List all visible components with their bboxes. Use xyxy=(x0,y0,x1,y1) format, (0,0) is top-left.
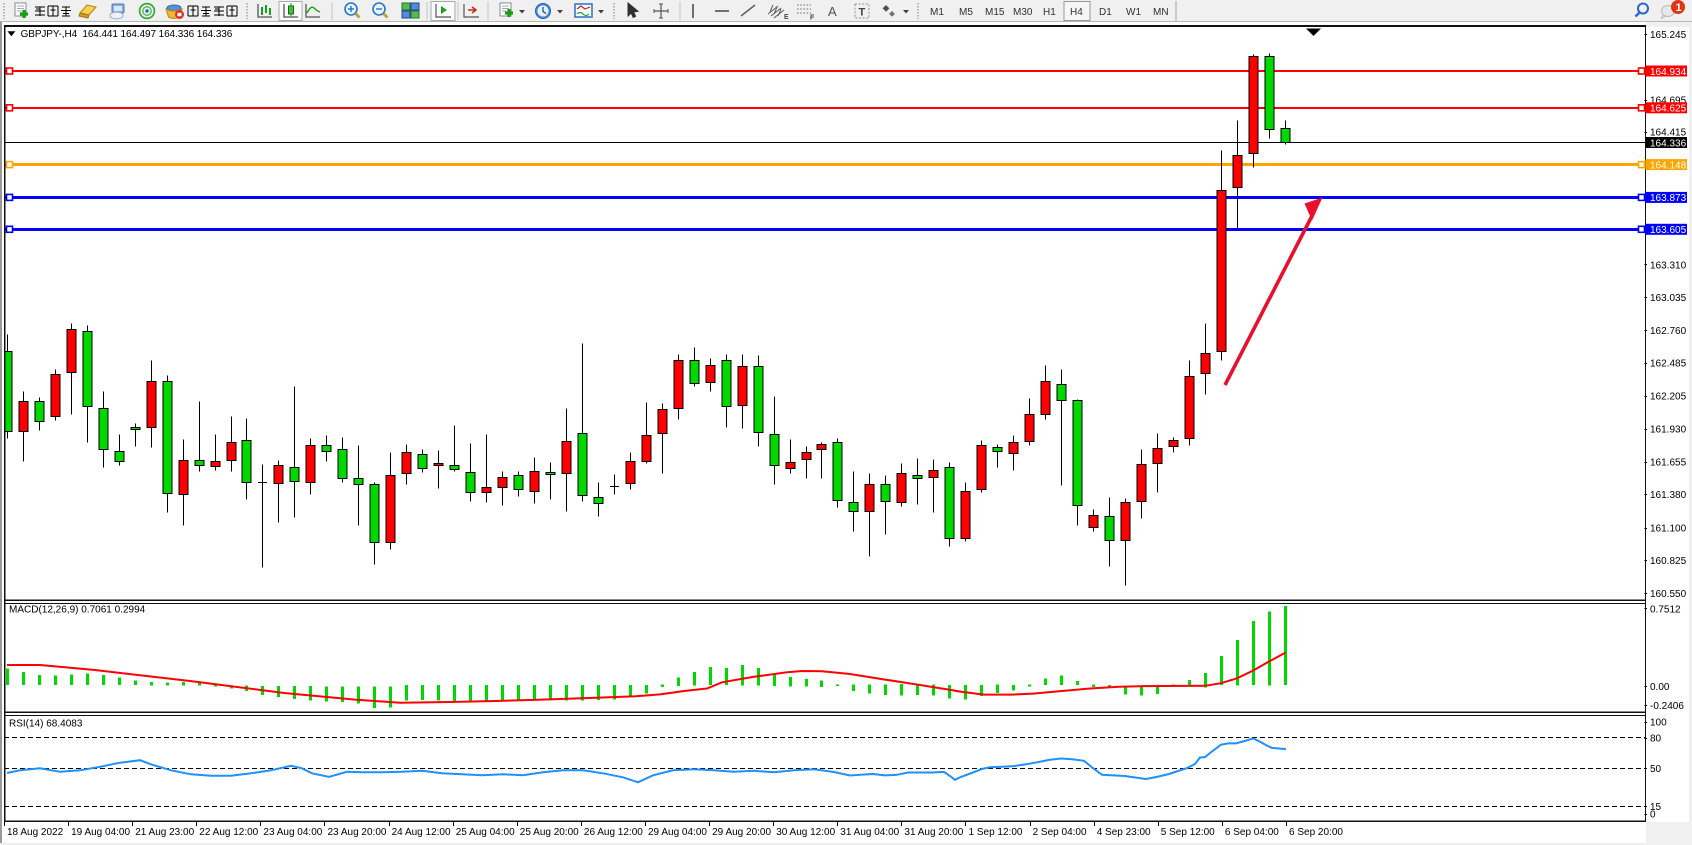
svg-text:163.035: 163.035 xyxy=(1650,293,1687,304)
svg-text:161.930: 161.930 xyxy=(1650,425,1687,436)
svg-text:31 Aug 04:00: 31 Aug 04:00 xyxy=(840,827,899,838)
svg-text:-0.2406: -0.2406 xyxy=(1650,701,1684,712)
svg-text:0: 0 xyxy=(1650,809,1656,820)
svg-text:164.934: 164.934 xyxy=(1650,67,1687,78)
svg-text:M5: M5 xyxy=(959,7,973,18)
svg-text:29 Aug 20:00: 29 Aug 20:00 xyxy=(712,827,771,838)
svg-text:MACD(12,26,9) 0.7061 0.2994: MACD(12,26,9) 0.7061 0.2994 xyxy=(9,605,146,616)
svg-text:22 Aug 12:00: 22 Aug 12:00 xyxy=(199,827,258,838)
svg-text:162.205: 162.205 xyxy=(1650,391,1687,402)
svg-text:164.336: 164.336 xyxy=(1650,138,1687,149)
svg-text:161.655: 161.655 xyxy=(1650,457,1687,468)
svg-text:H1: H1 xyxy=(1043,7,1056,18)
svg-text:H4: H4 xyxy=(1070,7,1083,18)
svg-text:M1: M1 xyxy=(930,7,944,18)
svg-text:E: E xyxy=(784,14,789,21)
svg-text:23 Aug 20:00: 23 Aug 20:00 xyxy=(328,827,387,838)
svg-text:161.380: 161.380 xyxy=(1650,490,1687,501)
svg-text:25 Aug 04:00: 25 Aug 04:00 xyxy=(456,827,515,838)
svg-text:31 Aug 20:00: 31 Aug 20:00 xyxy=(904,827,963,838)
svg-text:163.310: 163.310 xyxy=(1650,260,1687,271)
svg-text:162.485: 162.485 xyxy=(1650,359,1687,370)
svg-text:23 Aug 04:00: 23 Aug 04:00 xyxy=(263,827,322,838)
svg-text:0.00: 0.00 xyxy=(1650,682,1670,693)
svg-text:M30: M30 xyxy=(1013,7,1033,18)
svg-text:25 Aug 20:00: 25 Aug 20:00 xyxy=(520,827,579,838)
svg-text:1 Sep 12:00: 1 Sep 12:00 xyxy=(969,827,1023,838)
svg-text:15: 15 xyxy=(1650,802,1662,813)
svg-text:24 Aug 12:00: 24 Aug 12:00 xyxy=(392,827,451,838)
svg-text:2 Sep 04:00: 2 Sep 04:00 xyxy=(1033,827,1087,838)
svg-text:19 Aug 04:00: 19 Aug 04:00 xyxy=(71,827,130,838)
svg-text:W1: W1 xyxy=(1126,7,1141,18)
svg-text:160.825: 160.825 xyxy=(1650,556,1687,567)
svg-text:6 Sep 04:00: 6 Sep 04:00 xyxy=(1225,827,1279,838)
svg-text:164.148: 164.148 xyxy=(1650,160,1687,171)
svg-text:165.245: 165.245 xyxy=(1650,30,1687,41)
svg-text:80: 80 xyxy=(1650,733,1662,744)
svg-text:M15: M15 xyxy=(985,7,1005,18)
svg-text:164.625: 164.625 xyxy=(1650,104,1687,115)
svg-text:GBPJPY-,H4 164.441 164.497 16: GBPJPY-,H4 164.441 164.497 164.336 164.3… xyxy=(21,29,233,40)
svg-text:A: A xyxy=(828,4,837,19)
svg-text:F: F xyxy=(810,15,815,22)
svg-text:29 Aug 04:00: 29 Aug 04:00 xyxy=(648,827,707,838)
svg-text:RSI(14) 68.4083: RSI(14) 68.4083 xyxy=(9,719,83,730)
svg-text:5 Sep 12:00: 5 Sep 12:00 xyxy=(1161,827,1215,838)
svg-text:26 Aug 12:00: 26 Aug 12:00 xyxy=(584,827,643,838)
svg-text:MN: MN xyxy=(1153,7,1169,18)
svg-text:4 Sep 23:00: 4 Sep 23:00 xyxy=(1097,827,1151,838)
svg-text:100: 100 xyxy=(1650,717,1667,728)
svg-text:T: T xyxy=(859,7,866,19)
svg-text:18 Aug 2022: 18 Aug 2022 xyxy=(7,827,64,838)
svg-text:30 Aug 12:00: 30 Aug 12:00 xyxy=(776,827,835,838)
svg-text:0.7512: 0.7512 xyxy=(1650,604,1681,615)
svg-text:164.695: 164.695 xyxy=(1650,95,1687,106)
svg-text:160.550: 160.550 xyxy=(1650,589,1687,600)
svg-text:6 Sep 20:00: 6 Sep 20:00 xyxy=(1289,827,1343,838)
svg-text:D1: D1 xyxy=(1099,7,1112,18)
svg-text:161.100: 161.100 xyxy=(1650,524,1687,535)
svg-text:164.415: 164.415 xyxy=(1650,127,1687,138)
svg-text:163.605: 163.605 xyxy=(1650,225,1687,236)
svg-text:1: 1 xyxy=(1676,2,1682,14)
svg-text:162.760: 162.760 xyxy=(1650,326,1687,337)
svg-text:50: 50 xyxy=(1650,764,1662,775)
svg-text:21 Aug 23:00: 21 Aug 23:00 xyxy=(135,827,194,838)
svg-text:163.873: 163.873 xyxy=(1650,193,1687,204)
